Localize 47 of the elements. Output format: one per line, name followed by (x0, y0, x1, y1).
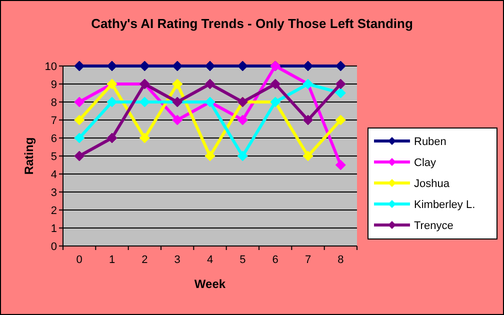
point (302, 114, 314, 126)
x-tick-label: 8 (338, 254, 344, 266)
point (204, 150, 216, 162)
legend-label: Ruben (414, 136, 446, 148)
point (106, 132, 118, 144)
y-tick-label: 0 (50, 240, 57, 253)
point (74, 150, 85, 162)
point (237, 150, 248, 162)
point (204, 78, 216, 90)
x-tick-label: 1 (108, 254, 116, 266)
x-tick-label: 2 (142, 254, 148, 266)
point (74, 132, 85, 144)
x-tick-label: 7 (304, 254, 312, 266)
point (74, 114, 85, 126)
y-tick-label: 5 (50, 150, 57, 163)
y-tick-label: 1 (50, 222, 57, 235)
y-tick-label: 2 (50, 204, 57, 217)
point (335, 88, 346, 98)
x-tick-label: 5 (240, 254, 246, 266)
point (74, 96, 85, 108)
point (270, 78, 281, 90)
point (172, 114, 183, 126)
legend-label: Joshua (414, 178, 450, 190)
x-axis-title: Week (194, 277, 226, 291)
y-tick-label: 7 (50, 114, 57, 127)
y-tick-label: 9 (50, 78, 57, 91)
point (335, 78, 346, 90)
legend-label: Clay (414, 156, 437, 169)
point (139, 132, 150, 144)
y-tick-label: 6 (50, 132, 57, 145)
y-tick-label: 8 (50, 96, 57, 109)
x-tick-label: 3 (174, 254, 180, 266)
y-tick-label: 10 (44, 60, 57, 73)
legend-label: Kimberley L. (414, 198, 476, 211)
legend-label: Trenyce (414, 220, 454, 232)
point (172, 78, 183, 90)
y-axis-title: Rating (22, 137, 36, 175)
point (302, 150, 314, 162)
y-tick-label: 4 (50, 168, 57, 181)
point (335, 114, 346, 126)
x-tick-label: 4 (206, 254, 214, 266)
point (335, 160, 346, 170)
point (237, 114, 248, 126)
x-tick-label: 0 (76, 254, 82, 266)
x-tick-label: 6 (272, 254, 278, 266)
chart-title: Cathy's AI Rating Trends - Only Those Left Standing (91, 16, 413, 31)
y-tick-label: 3 (50, 186, 57, 199)
